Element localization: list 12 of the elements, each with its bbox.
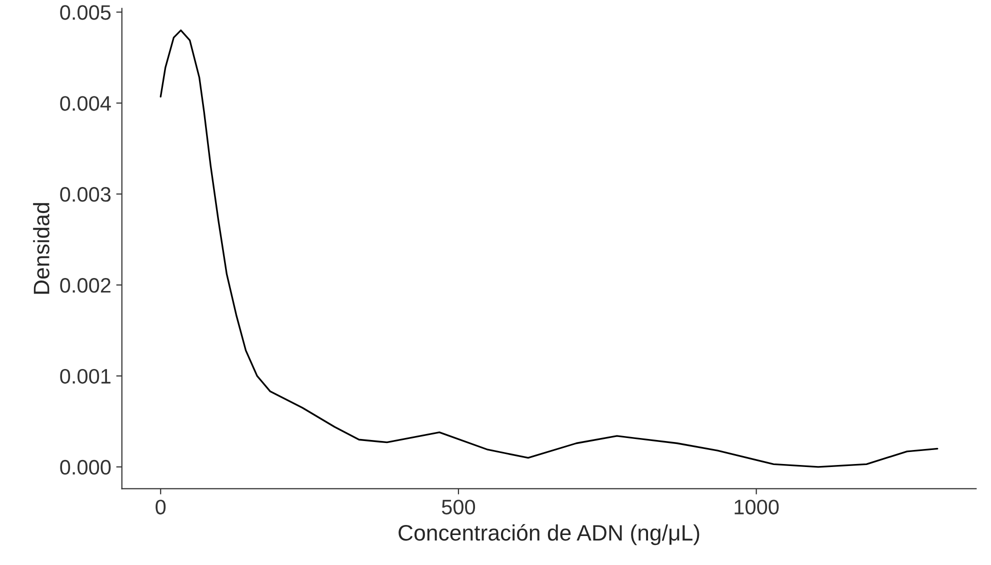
x-tick-label: 0 [156, 500, 166, 514]
x-tick-label: 500 [442, 500, 476, 514]
y-tick-label: 0.002 [60, 278, 110, 293]
x-axis-title: Concentración de ADN (ng/μL) [398, 524, 700, 546]
y-tick-label: 0.003 [60, 187, 111, 202]
y-axis-title: Densidad [33, 203, 50, 294]
y-tick-label: 0.004 [60, 96, 111, 111]
x-tick-label: 1000 [734, 500, 779, 514]
y-tick-label: 0.000 [60, 460, 111, 475]
y-tick-label: 0.001 [60, 368, 110, 384]
line-series [160, 29, 938, 468]
y-tick-label: 0.005 [60, 5, 111, 20]
